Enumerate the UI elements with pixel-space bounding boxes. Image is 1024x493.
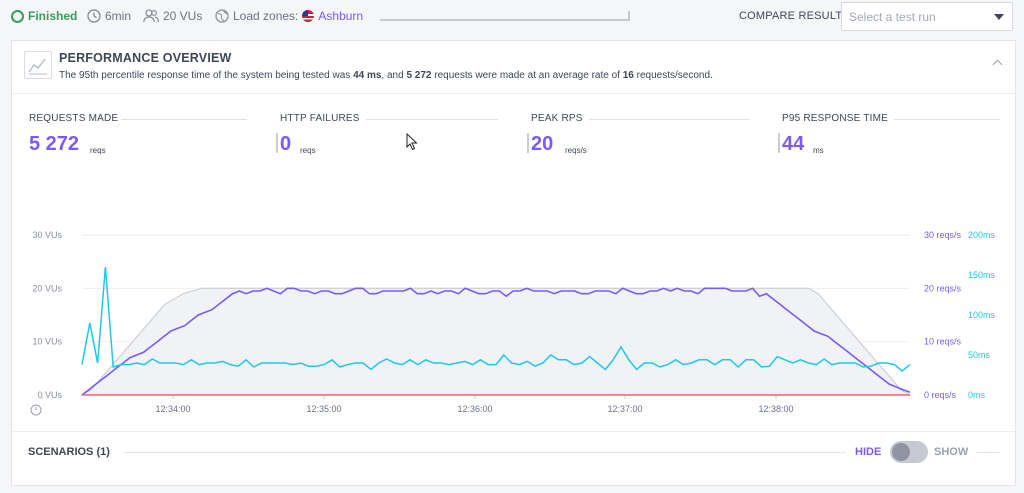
clock-icon [30,404,42,416]
x-tick-label: 12:38:00 [758,404,793,414]
chart-trend-icon [24,51,52,79]
y-tick-label-ms: 100ms [968,310,996,320]
scenarios-toggle[interactable] [890,441,928,463]
metric-title: REQUESTS MADE [29,113,119,124]
metric-title: HTTP FAILURES [280,113,360,124]
top-bar: Finished 6min 20 VUs Load zones: Ashburn… [0,0,1024,34]
y-tick-label-left: 10 VUs [32,337,62,347]
load-zone-link[interactable]: Ashburn [318,9,364,23]
performance-overview-panel: PERFORMANCE OVERVIEW The 95th percentile… [11,40,1016,486]
metric-title: P95 RESPONSE TIME [782,113,889,124]
desc-requests: 5 272 [406,70,432,81]
caret-down-icon [994,14,1004,20]
desc-rate: 16 [622,70,634,81]
metric-accent-bar [778,133,780,153]
test-status: Finished [11,9,77,23]
divider [589,119,749,120]
desc-text: requests/second. [633,70,713,81]
desc-text: , and [381,70,407,81]
metric-value: 5 272 [29,133,80,155]
y-tick-label-rps: 30 reqs/s [924,230,962,240]
y-tick-label-ms: 150ms [968,270,996,280]
desc-text: requests were made at an average rate of [431,70,623,81]
compare-result-label: COMPARE RESULT [739,10,843,22]
desc-p95: 44 ms [353,70,382,81]
chevron-up-icon[interactable] [992,59,1003,70]
metric-unit: reqs/s [565,146,587,155]
x-tick-label: 12:35:00 [306,404,341,414]
us-flag-icon [302,10,315,22]
mouse-pointer-icon [406,133,418,151]
load-zones-label: Load zones: [233,9,299,23]
status-ring-icon [11,9,24,23]
divider [124,452,846,453]
hide-label[interactable]: HIDE [855,446,882,458]
resize-handle[interactable] [380,11,630,21]
clock-icon [87,9,101,23]
status-label: Finished [28,9,78,23]
metric-value: 0 [280,133,292,155]
x-tick-label: 12:34:00 [155,404,190,414]
y-tick-label-left: 0 VUs [37,390,62,400]
rps-line [81,287,911,396]
divider [12,431,1015,432]
metric-unit: ms [813,146,824,155]
desc-text: The 95th percentile response time of the… [59,70,354,81]
y-tick-label-ms: 50ms [968,350,991,360]
metric-http-failures: HTTP FAILURES 0 reqs [276,111,498,159]
metric-title: PEAK RPS [531,113,583,124]
test-duration: 6min [87,9,131,23]
panel-description: The 95th percentile response time of the… [59,70,713,81]
y-tick-label-rps: 10 reqs/s [924,337,962,347]
y-tick-label-ms: 200ms [968,230,996,240]
scenarios-title: SCENARIOS (1) [28,446,110,458]
divider [977,452,999,453]
load-zones: Load zones: Ashburn [215,9,363,23]
y-tick-label-left: 30 VUs [32,230,62,240]
vus-value: 20 VUs [163,9,203,23]
vus-area [80,287,912,396]
select-placeholder: Select a test run [849,10,936,24]
y-tick-label-ms: 0ms [968,390,986,400]
metric-unit: reqs [90,146,106,155]
panel-title: PERFORMANCE OVERVIEW [59,51,232,65]
divider [12,93,1015,94]
metric-unit: reqs [300,146,316,155]
metric-peak-rps: PEAK RPS 20 reqs/s [527,111,749,159]
metric-requests-made: REQUESTS MADE 5 272 reqs [29,111,247,159]
metric-accent-bar [276,133,278,153]
performance-chart[interactable]: 0 VUs 10 VUs 20 VUs 30 VUs 0 reqs/s 10 reqs/s… [12,221,1015,421]
compare-test-run-select[interactable]: Select a test run [841,2,1013,31]
divider [366,119,498,120]
metric-value: 20 [531,133,554,155]
y-tick-label-rps: 20 reqs/s [924,283,962,293]
show-label[interactable]: SHOW [934,446,969,458]
x-tick-label: 12:36:00 [457,404,492,414]
response-time-line [81,266,911,372]
metric-value: 44 [782,133,805,155]
x-tick-label: 12:37:00 [607,404,642,414]
duration-value: 6min [105,9,132,23]
y-tick-label-rps: 0 reqs/s [924,390,957,400]
divider [121,119,247,120]
metric-p95-response-time: P95 RESPONSE TIME 44 ms [778,111,1000,159]
users-icon [143,9,159,23]
metric-accent-bar [527,133,529,153]
globe-icon [215,9,229,23]
toggle-knob [892,443,910,461]
divider [894,119,1000,120]
test-vus: 20 VUs [143,9,202,23]
y-tick-label-left: 20 VUs [32,283,62,293]
